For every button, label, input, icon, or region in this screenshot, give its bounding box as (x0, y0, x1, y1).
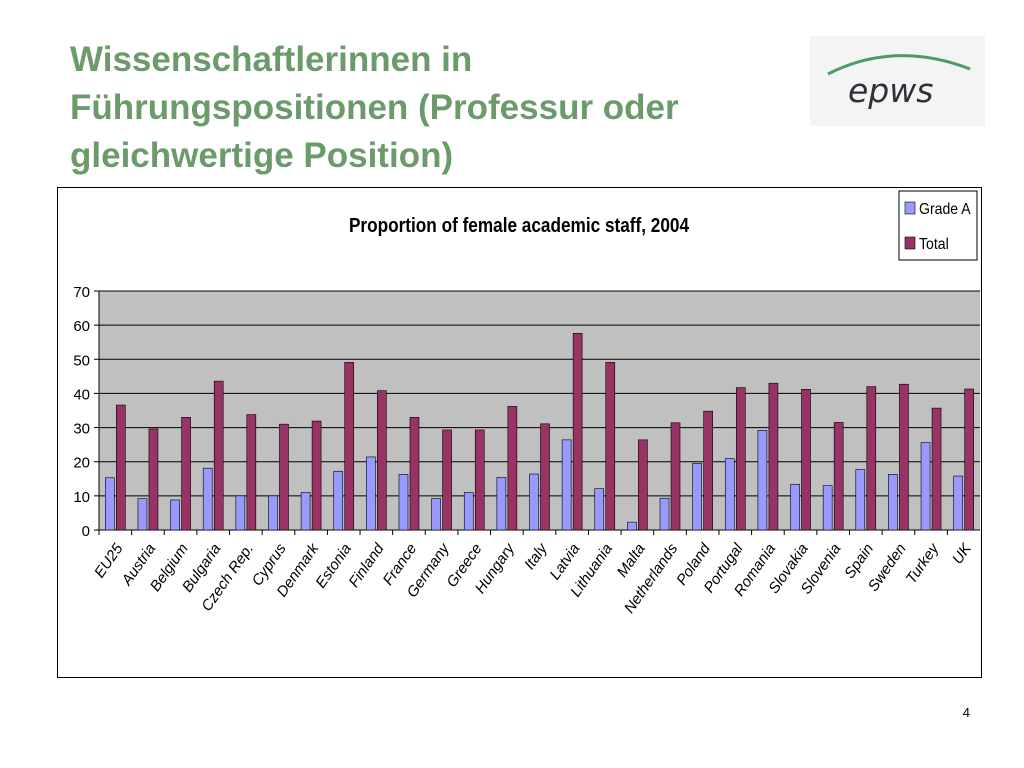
x-tick-label: UK (949, 540, 975, 568)
bar-total (931, 407, 942, 531)
bar-total (409, 417, 420, 531)
legend-swatch (904, 201, 916, 215)
bar-grade-a (561, 439, 572, 531)
epws-logo-graphic: epws (810, 36, 985, 126)
bar-grade-a (594, 488, 605, 531)
bar-grade-a (757, 430, 768, 531)
bar-grade-a (398, 474, 409, 531)
bar-grade-a (431, 498, 441, 531)
bar-total (279, 423, 289, 531)
bar-total (213, 380, 224, 531)
bar-total (768, 382, 779, 531)
slide-title: Wissenschaftlerinnen in Führungsposition… (70, 40, 679, 175)
bar-grade-a (333, 470, 344, 531)
bar-total (246, 414, 257, 531)
bar-total (964, 388, 974, 531)
legend-swatch (904, 236, 916, 250)
logo-swoosh-icon (827, 54, 971, 76)
bar-total (703, 410, 713, 531)
bar-grade-a (202, 467, 213, 531)
bar-grade-a (659, 497, 670, 531)
bar-grade-a (496, 477, 507, 531)
bar-grade-a (953, 475, 963, 531)
bar-grade-a (920, 442, 931, 531)
x-tick-label: Turkey (903, 539, 943, 587)
y-tick-label: 10 (73, 489, 90, 506)
bar-grade-a (235, 495, 246, 531)
bar-total (540, 423, 550, 531)
bar-total (735, 387, 746, 531)
bar-grade-a (724, 458, 735, 531)
bar-grade-a (268, 495, 278, 531)
bar-grade-a (170, 499, 180, 531)
bar-total (442, 429, 452, 531)
bar-grade-a (855, 469, 866, 531)
bar-total (670, 422, 681, 531)
y-tick-label: 20 (73, 455, 90, 472)
y-tick-label: 60 (73, 318, 90, 335)
bar-grade-a (529, 473, 539, 531)
bar-grade-a (822, 485, 833, 531)
bar-total (638, 439, 648, 531)
bar-total (866, 386, 877, 531)
legend-label: Grade A (919, 200, 972, 218)
bar-total (116, 404, 126, 531)
bar-total (474, 429, 485, 531)
y-tick-label: 70 (73, 284, 90, 301)
bar-total (833, 422, 844, 531)
logo-text: epws (848, 71, 933, 110)
bar-total (311, 420, 322, 531)
bar-grade-a (137, 498, 148, 531)
bar-total (605, 362, 616, 531)
chart-legend: Grade A Total (898, 190, 978, 261)
plot-area (99, 291, 980, 530)
x-tick-label: Finland (345, 540, 388, 591)
chart-container: Proportion of female academic staff, 200… (57, 187, 982, 678)
bar-total (801, 389, 811, 531)
bar-grade-a (300, 492, 311, 531)
bar-grade-a (627, 521, 637, 531)
bar-grade-a (888, 474, 898, 531)
bar-total (377, 390, 387, 531)
bar-grade-a (105, 477, 115, 531)
legend-label: Total (919, 235, 949, 253)
bar-grade-a (366, 456, 376, 531)
bar-total (148, 428, 159, 531)
bar-total (507, 406, 518, 531)
x-tick-label: Italy (521, 539, 552, 573)
bar-chart: Proportion of female academic staff, 200… (73, 190, 980, 617)
bar-grade-a (463, 492, 474, 531)
bar-total (572, 333, 583, 531)
logo-background (810, 36, 985, 126)
chart-title: Proportion of female academic staff, 200… (349, 214, 690, 237)
bar-grade-a (692, 463, 702, 531)
page-number: 4 (962, 705, 970, 720)
y-tick-label: 0 (82, 523, 90, 540)
bar-total (344, 362, 355, 531)
bar-grade-a (790, 483, 800, 531)
epws-logo: epws (810, 36, 985, 126)
bar-total (899, 383, 909, 531)
y-tick-label: 30 (73, 421, 90, 438)
bar-total (181, 417, 191, 531)
y-tick-label: 50 (73, 352, 90, 369)
y-tick-label: 40 (73, 386, 90, 403)
